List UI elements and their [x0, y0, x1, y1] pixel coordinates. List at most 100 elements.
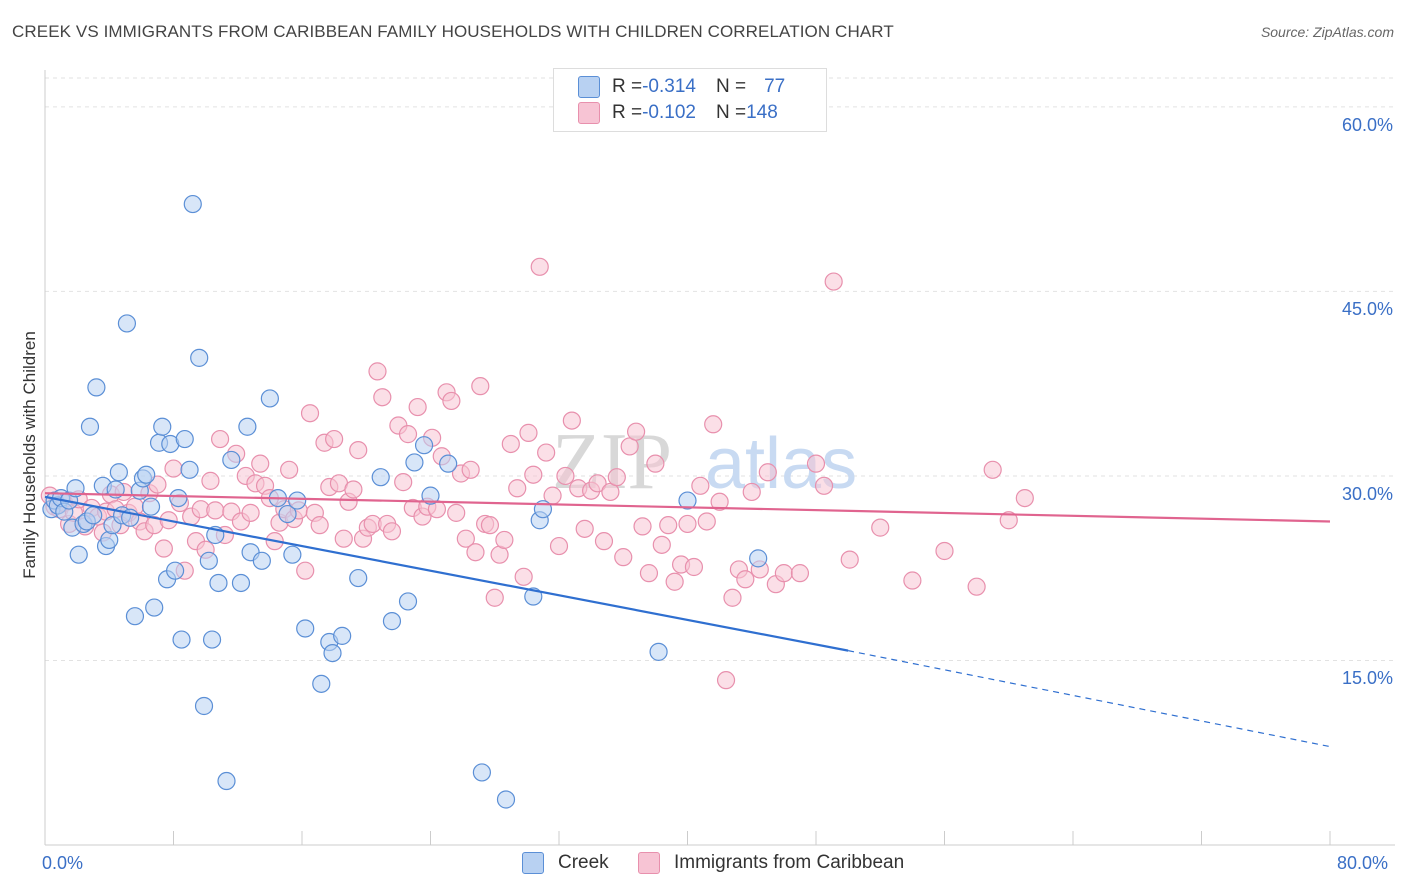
series-label-carib: Immigrants from Caribbean: [674, 852, 905, 873]
data-point: [217, 771, 236, 791]
x-tick-label-min: 0.0%: [42, 853, 84, 873]
data-point: [758, 463, 777, 482]
data-point: [508, 479, 527, 498]
data-point: [704, 415, 723, 434]
data-point: [814, 476, 834, 495]
y-tick-label: 45.0%: [1341, 299, 1393, 320]
data-point: [824, 272, 843, 291]
data-point: [371, 468, 390, 487]
data-point: [153, 417, 172, 436]
axes: [44, 70, 1395, 846]
data-point: [678, 514, 697, 534]
data-point: [691, 476, 710, 495]
data-point: [172, 630, 191, 649]
data-point: [495, 530, 514, 550]
data-point: [607, 468, 626, 487]
data-point: [461, 460, 480, 479]
data-point: [175, 429, 194, 449]
data-point: [183, 194, 202, 214]
data-point: [296, 619, 315, 638]
data-point: [278, 504, 297, 524]
legend-row-creek: R = -0.314 N = 77: [578, 75, 785, 99]
data-point: [398, 592, 418, 611]
data-point: [524, 465, 543, 484]
data-point: [665, 572, 684, 591]
legend-r-value-carib: -0.102: [642, 102, 696, 123]
data-point: [117, 314, 137, 333]
data-point: [639, 564, 659, 583]
chart-title: CREEK VS IMMIGRANTS FROM CARIBBEAN FAMIL…: [12, 22, 894, 41]
legend-swatch-carib: [578, 102, 600, 124]
data-point: [154, 539, 173, 558]
data-point: [549, 536, 569, 556]
data-point: [447, 503, 466, 522]
data-point: [201, 471, 220, 490]
data-point: [368, 362, 387, 381]
data-point: [456, 529, 475, 548]
data-point: [145, 598, 164, 617]
data-point: [710, 492, 729, 511]
data-point: [408, 397, 427, 417]
data-point: [194, 696, 214, 716]
data-point: [806, 454, 826, 473]
data-point: [514, 567, 533, 586]
data-point: [180, 460, 199, 479]
y-tick-label: 60.0%: [1341, 114, 1393, 135]
series-legend-creek[interactable]: Creek: [522, 852, 609, 874]
data-point: [84, 506, 103, 525]
data-point: [373, 388, 392, 407]
data-point: [697, 512, 716, 531]
data-point: [190, 348, 209, 367]
data-point: [496, 790, 516, 809]
data-point: [344, 480, 363, 499]
data-point: [241, 503, 260, 522]
data-point: [519, 423, 538, 442]
y-tick-label: 15.0%: [1341, 668, 1393, 689]
data-point: [80, 417, 100, 436]
data-point: [209, 573, 228, 593]
data-point: [646, 454, 665, 473]
data-point: [736, 570, 755, 589]
data-point: [296, 561, 315, 580]
data-point: [394, 473, 413, 492]
data-point: [684, 557, 704, 577]
data-point: [421, 486, 440, 505]
data-point: [283, 545, 302, 564]
legend-n-label: N =: [715, 76, 747, 97]
data-point: [202, 630, 222, 649]
data-point: [251, 454, 270, 473]
data-point: [439, 454, 458, 473]
data-point: [125, 607, 145, 626]
y-tick-label: 30.0%: [1341, 483, 1393, 504]
data-point: [312, 674, 331, 693]
trend-line-creek: [44, 495, 849, 652]
legend-r-label: R =: [612, 76, 643, 97]
data-point: [649, 642, 668, 661]
data-point: [626, 422, 646, 441]
data-point: [325, 429, 344, 449]
series-legend-carib[interactable]: Immigrants from Caribbean: [638, 852, 904, 874]
data-point: [749, 549, 768, 568]
data-point: [382, 612, 402, 631]
data-point: [871, 518, 890, 537]
data-point: [999, 511, 1018, 530]
trend-line-creek-extension: [848, 650, 1331, 748]
legend-n-value-carib: 148: [746, 102, 778, 123]
data-point: [398, 425, 418, 444]
data-point: [260, 389, 279, 408]
data-point: [231, 573, 251, 593]
data-point: [166, 561, 185, 580]
data-point: [442, 391, 461, 411]
data-point: [556, 466, 575, 486]
legend-r-value-creek: -0.314: [642, 76, 696, 97]
data-point: [87, 378, 106, 397]
data-point: [333, 626, 352, 645]
data-point: [678, 491, 697, 510]
data-point: [109, 463, 128, 482]
data-point: [716, 671, 736, 690]
data-point: [334, 529, 353, 548]
data-point: [485, 588, 504, 607]
data-point: [300, 404, 320, 423]
data-point: [1015, 488, 1034, 508]
